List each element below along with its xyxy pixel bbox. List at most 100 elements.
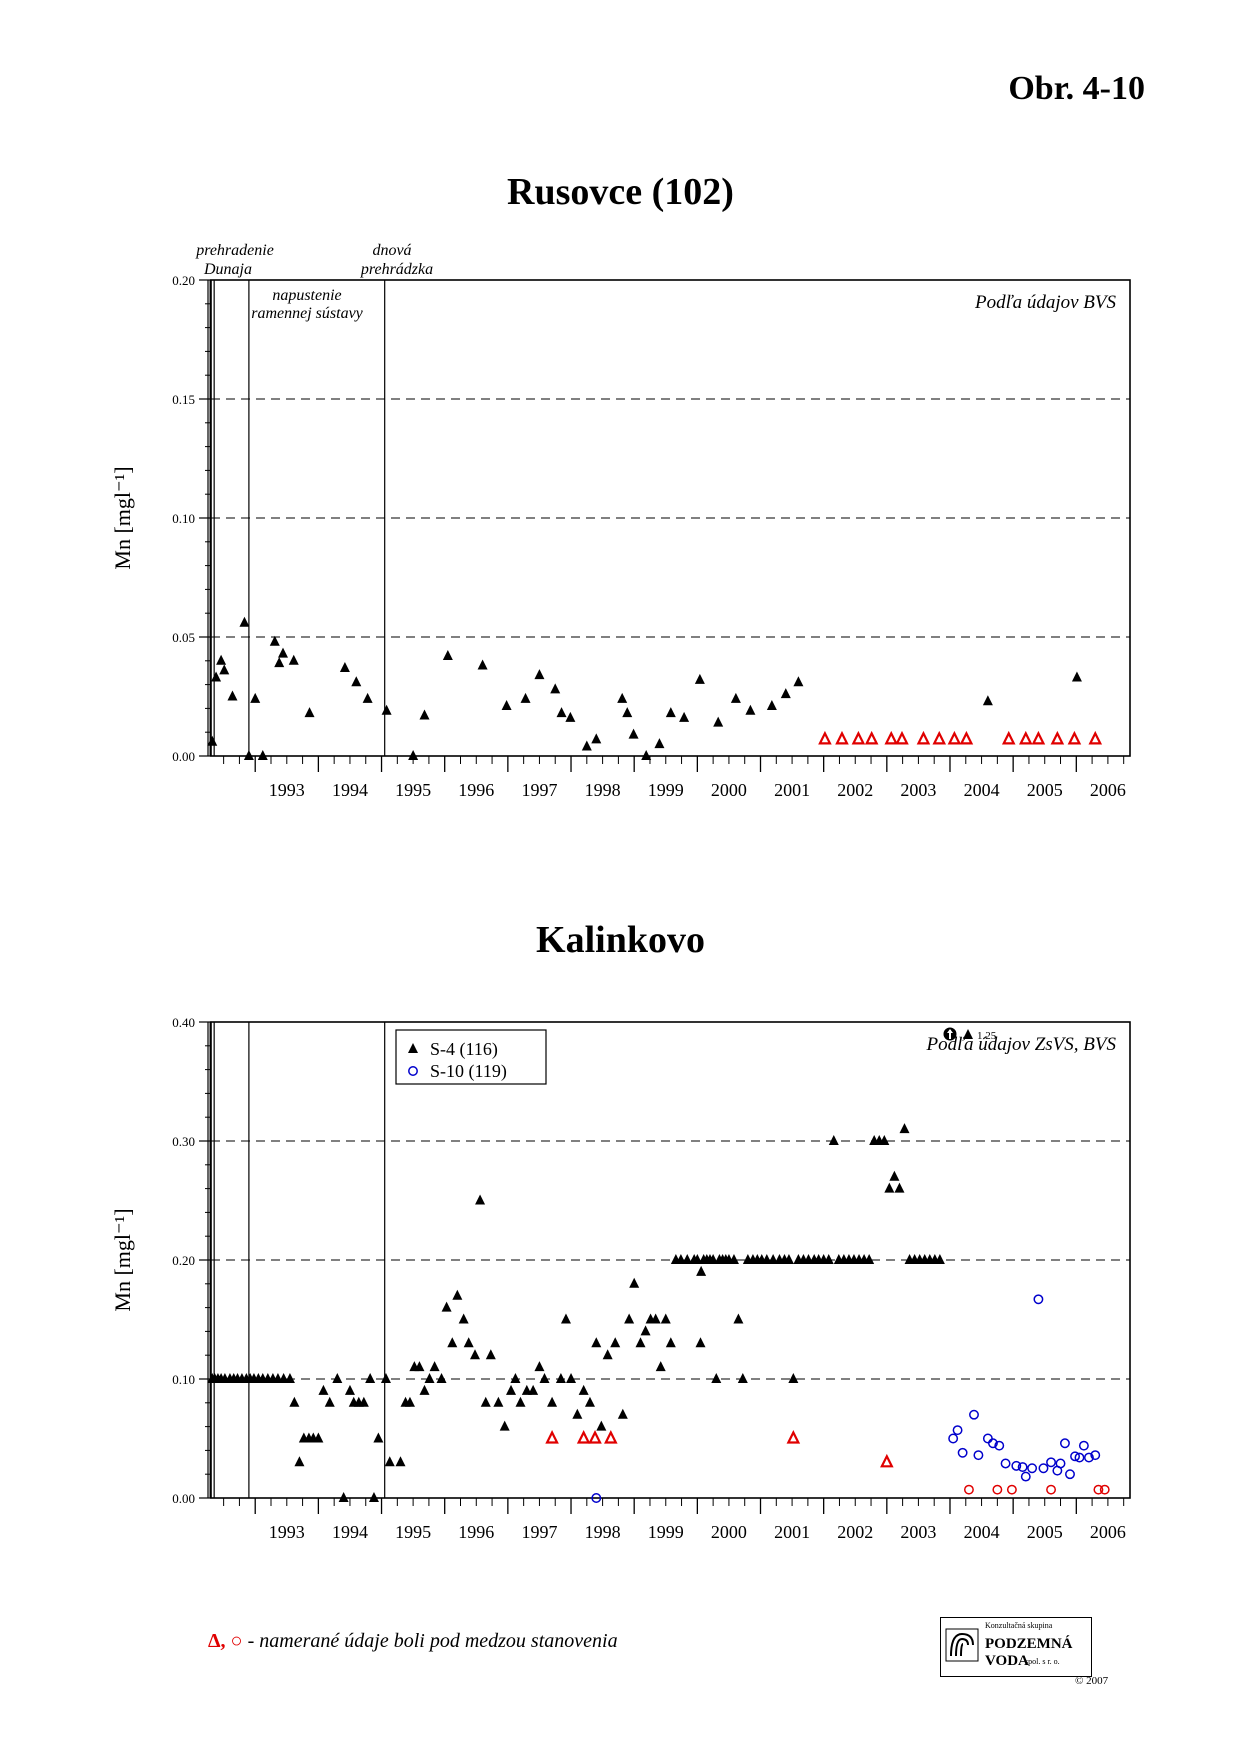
y-tick-label: 0.30 <box>172 1134 195 1149</box>
data-point <box>408 750 419 760</box>
x-tick-label: 1995 <box>395 780 431 800</box>
data-point <box>617 692 628 703</box>
data-point <box>835 730 849 745</box>
x-tick-label: 2003 <box>900 780 936 800</box>
data-point <box>1090 1450 1101 1461</box>
data-point <box>884 1182 895 1193</box>
data-point <box>780 688 791 699</box>
copyright: © 2007 <box>1075 1675 1109 1687</box>
data-point <box>711 1373 722 1383</box>
data-point <box>565 711 576 722</box>
data-point <box>768 1254 779 1264</box>
data-point <box>695 1337 706 1348</box>
data-point <box>591 1337 602 1348</box>
data-point <box>338 1492 349 1502</box>
chart-title-rusovce: Rusovce (102) <box>507 171 734 213</box>
data-point <box>1011 1460 1022 1471</box>
data-point <box>534 669 545 680</box>
data-point <box>730 692 741 703</box>
data-point <box>1000 1458 1011 1469</box>
event-label: prehradenie <box>195 242 274 259</box>
logo-line-1: Konzultačná skupina <box>985 1621 1053 1630</box>
data-point <box>373 1432 384 1443</box>
x-tick-label: 1994 <box>332 780 368 800</box>
series-0 <box>207 616 804 760</box>
data-point <box>682 1254 693 1264</box>
x-tick-label: 2000 <box>711 1522 747 1542</box>
source-note: Podľa údajov ZsVS, BVS <box>925 1034 1116 1055</box>
data-point <box>675 1254 686 1264</box>
data-point <box>828 1135 839 1145</box>
data-point <box>617 1408 628 1419</box>
footer-note-text: - namerané údaje boli pod medzou stanove… <box>242 1630 618 1652</box>
data-point <box>539 1373 550 1383</box>
data-point <box>424 1373 435 1383</box>
y-tick-label: 0.15 <box>172 392 195 407</box>
logo-line-2: PODZEMNÁ VODA <box>985 1636 1073 1669</box>
data-point <box>521 1384 532 1395</box>
data-point <box>733 1313 744 1324</box>
event-label: prehrádzka <box>360 261 433 278</box>
data-point <box>1046 1457 1056 1468</box>
data-point <box>545 1430 559 1444</box>
data-point <box>1059 1438 1070 1449</box>
data-point <box>442 650 453 661</box>
x-tick-label: 2004 <box>964 780 1000 800</box>
data-point <box>982 695 993 706</box>
data-point <box>650 1313 661 1324</box>
company-logo: Konzultačná skupina PODZEMNÁ VODA spol. … <box>940 1617 1092 1677</box>
data-point <box>622 707 633 718</box>
y-tick-label: 0.20 <box>172 1253 195 1268</box>
x-tick-label: 1996 <box>458 1522 494 1542</box>
x-tick-label: 1999 <box>648 1522 684 1542</box>
data-point <box>520 692 531 703</box>
series-2 <box>545 1430 894 1468</box>
x-tick-label: 2005 <box>1027 1522 1063 1542</box>
figure-id: Obr. 4-10 <box>1008 70 1145 107</box>
x-tick-label: 2003 <box>900 1522 936 1542</box>
data-point <box>365 1373 376 1383</box>
data-point <box>692 1254 703 1264</box>
data-point <box>257 750 268 760</box>
y-axis-label: Mn [mgl⁻¹] <box>110 1208 135 1311</box>
data-point <box>547 1396 558 1407</box>
data-point <box>987 1438 998 1449</box>
legend-marker-s4 <box>408 1043 418 1053</box>
source-note: Podľa údajov BVS <box>974 292 1116 313</box>
data-point <box>458 1313 469 1324</box>
y-tick-label: 0.20 <box>172 273 195 288</box>
data-point <box>823 1254 834 1264</box>
data-point <box>654 738 665 749</box>
data-point <box>610 1337 621 1348</box>
data-point <box>1074 1452 1085 1463</box>
data-point <box>384 1456 395 1467</box>
event-label: Dunaja <box>203 261 252 278</box>
data-point <box>992 1484 1003 1495</box>
data-point <box>713 716 724 727</box>
data-point <box>947 730 962 745</box>
x-tick-label: 2002 <box>837 780 873 800</box>
series-4 <box>963 1484 1110 1495</box>
data-point <box>480 1396 491 1407</box>
data-point <box>786 1430 801 1444</box>
data-point <box>499 1420 510 1431</box>
data-point <box>515 1396 526 1407</box>
logo-mark-icon <box>945 1628 979 1662</box>
data-point <box>414 1361 425 1372</box>
data-point <box>1019 730 1033 745</box>
data-point <box>278 647 289 658</box>
data-point <box>404 1396 415 1407</box>
data-point <box>572 1408 583 1419</box>
chart-0: 0.00 0.05 0.10 0.15 0.20 1993 1994 1995 1996 1997… <box>110 273 1131 800</box>
data-point <box>441 1301 452 1312</box>
y-tick-label: 0.40 <box>172 1015 195 1030</box>
data-point <box>957 1447 968 1458</box>
data-point <box>510 1373 521 1383</box>
data-point <box>1020 1471 1031 1482</box>
x-tick-label: 2005 <box>1027 780 1063 800</box>
data-point <box>380 1373 391 1383</box>
data-point <box>1093 1484 1104 1495</box>
data-point <box>250 692 261 703</box>
legend-marker-s10 <box>408 1066 418 1076</box>
x-tick-label: 1995 <box>395 1522 431 1542</box>
